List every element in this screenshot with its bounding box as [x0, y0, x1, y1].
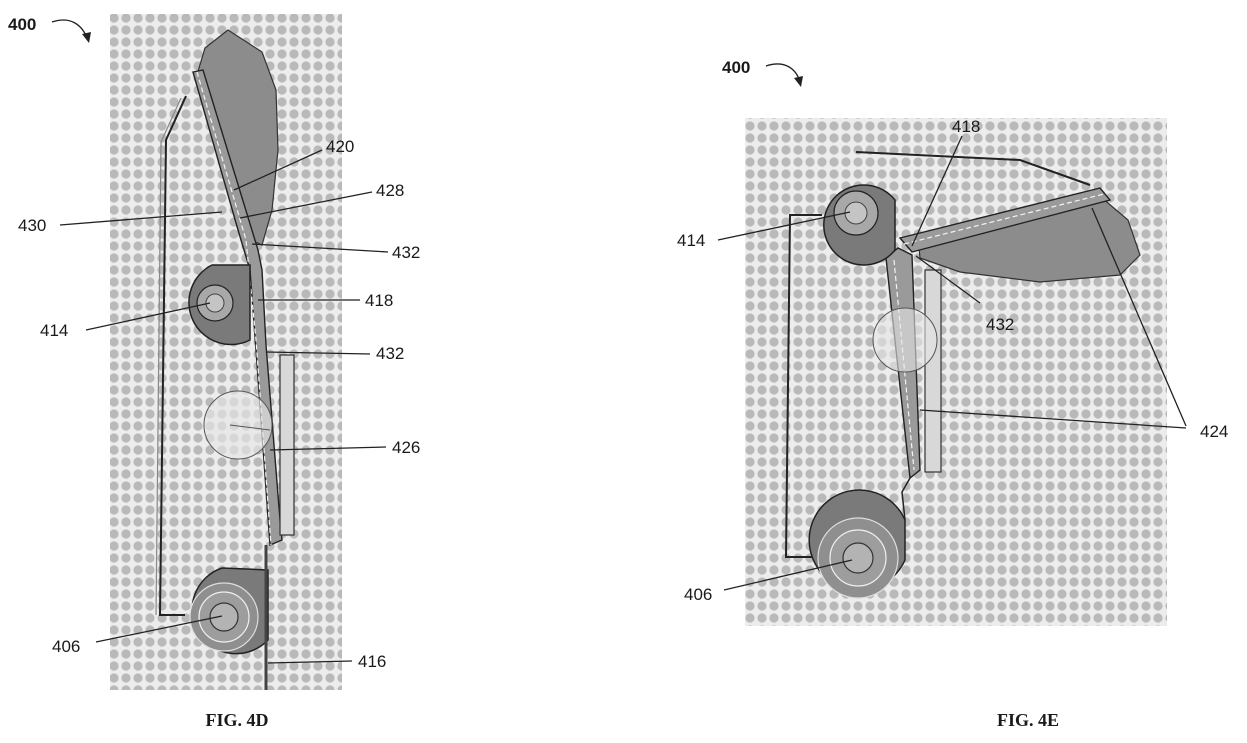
figure-4e-side-bar: [924, 269, 942, 473]
figure-4e-sheet-diagonal-edge: [903, 193, 1105, 245]
figure-4d: 400 420: [8, 14, 420, 730]
figure-4e-number-arrowhead: [794, 76, 803, 87]
figure-4d-roller-414: [188, 264, 251, 346]
label-428: 428: [376, 181, 404, 200]
figure-4e-frame: [855, 151, 1091, 186]
leader-432-top: [251, 243, 389, 253]
label-424-4e: 424: [1200, 422, 1228, 441]
label-426: 426: [392, 438, 420, 457]
label-414-4e: 414: [677, 231, 705, 250]
label-418-4e: 418: [952, 117, 980, 136]
leader-418-4e: [911, 135, 963, 247]
leader-424-a: [1091, 207, 1187, 427]
leader-426: [269, 446, 387, 451]
figure-4e: 400: [677, 58, 1228, 730]
figure-4d-frame: [158, 95, 187, 616]
figure-4d-caption: FIG. 4D: [206, 710, 269, 730]
label-432-4e: 432: [986, 315, 1014, 334]
figure-4d-ghost-line: [229, 424, 271, 431]
label-432-top: 432: [392, 243, 420, 262]
leader-416: [267, 660, 353, 664]
leader-432-mid: [265, 351, 371, 355]
figure-4e-roller-414: [823, 184, 896, 266]
figure-4d-frame-inner: [155, 97, 182, 616]
leader-414-4e: [717, 211, 851, 241]
leader-428: [239, 191, 373, 219]
figure-4d-side-bar: [279, 354, 295, 536]
leader-414: [85, 302, 211, 331]
leader-420: [233, 149, 323, 191]
leader-406: [95, 615, 223, 643]
label-406: 406: [52, 637, 80, 656]
figure-4e-strip-to-roller: [901, 477, 911, 521]
figure-4d-number-arrow: [51, 19, 89, 41]
figure-4d-roller-406: [189, 567, 269, 655]
label-430: 430: [18, 216, 46, 235]
label-414: 414: [40, 321, 68, 340]
leader-406-4e: [723, 559, 853, 591]
figure-4e-number-arrow: [765, 63, 801, 83]
label-406-4e: 406: [684, 585, 712, 604]
label-420: 420: [326, 137, 354, 156]
label-432-mid: 432: [376, 344, 404, 363]
leader-424-b: [919, 409, 1187, 429]
label-418: 418: [365, 291, 393, 310]
figure-4d-number-arrowhead: [82, 32, 91, 43]
leader-430: [59, 211, 223, 226]
figure-4e-sheet-diagonal: [898, 187, 1112, 253]
figure-4e-frame-left: [784, 214, 822, 558]
leader-432-4e: [915, 255, 981, 304]
figure-4e-caption: FIG. 4E: [997, 710, 1059, 730]
figure-4d-number: 400: [8, 15, 36, 34]
figure-4e-ghost-circle: [872, 307, 938, 373]
figure-4e-number: 400: [722, 58, 750, 77]
label-416: 416: [358, 652, 386, 671]
figure-4d-ghost-circle: [203, 390, 273, 460]
